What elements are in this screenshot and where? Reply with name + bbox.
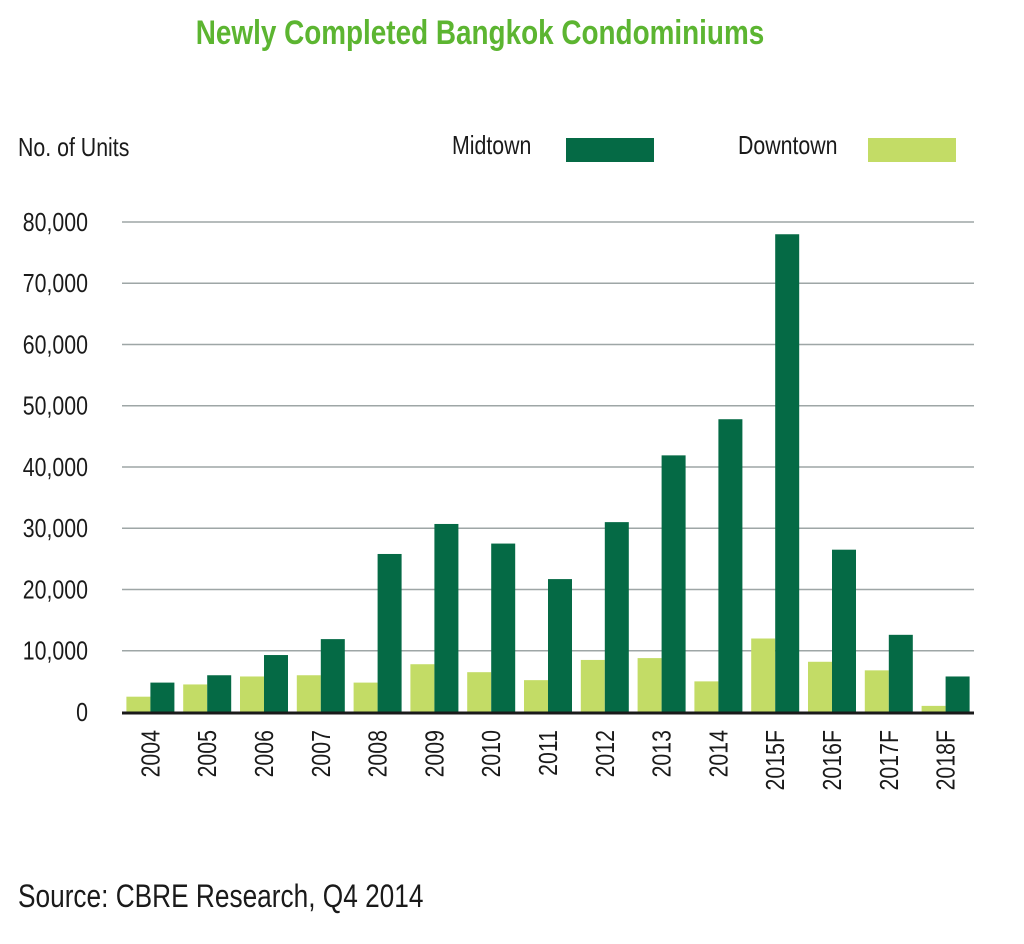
bar-midtown-2014 [718,419,743,712]
legend-label-midtown: Midtown [452,130,532,160]
bar-midtown-2008 [377,553,402,712]
y-tick-labels: 0 10,000 20,000 30,000 40,000 50,000 60,000 70,… [23,208,88,728]
x-tick-label: 2012 [591,730,621,777]
y-tick-label: 50,000 [23,392,88,422]
bar-downtown-2006 [240,676,264,712]
gridlines [122,221,974,652]
x-tick-label: 2006 [250,730,280,777]
y-tick-label: 30,000 [23,514,88,544]
x-tick-label: 2015F [761,730,791,790]
y-tick-label: 70,000 [23,269,88,299]
y-axis-label: No. of Units [18,132,130,162]
x-tick-label: 2018F [932,730,962,790]
bar-downtown-2017F [864,670,889,712]
bar-downtown-2018F [921,705,946,712]
bar-downtown-2004 [126,696,151,712]
bar-downtown-2007 [296,675,321,712]
x-tick-label: 2004 [136,730,166,777]
x-tick-label: 2016F [818,730,848,790]
bar-downtown-2012 [580,659,605,712]
x-tick-label: 2008 [364,730,394,777]
bar-downtown-2016F [808,661,832,712]
bar-downtown-2011 [524,680,548,712]
y-tick-label: 80,000 [23,208,88,238]
y-tick-label: 0 [76,698,88,728]
y-tick-label: 20,000 [23,576,88,606]
legend-swatch-midtown [566,138,654,162]
x-tick-labels: 2004 2005 2006 2007 2008 2009 2010 2011 2012 2013… [136,730,961,790]
bar-midtown-2018F [945,676,970,712]
legend-swatch-downtown [868,138,956,162]
bar-downtown-2014 [694,681,719,712]
bar-midtown-2017F [888,634,913,712]
bar-midtown-2009 [434,523,459,712]
bar-midtown-2007 [320,639,345,712]
source-note: Source: CBRE Research, Q4 2014 [18,878,424,914]
bar-downtown-2015F [751,638,776,712]
bar-downtown-2010 [467,672,492,712]
x-tick-label: 2011 [534,730,564,776]
bar-downtown-2013 [637,658,662,712]
bar-downtown-2009 [410,664,435,712]
bar-midtown-2016F [832,549,856,712]
bar-midtown-2004 [150,682,175,712]
bar-midtown-2005 [207,675,232,712]
bar-downtown-2005 [183,684,208,712]
x-tick-label: 2005 [193,730,223,777]
x-tick-label: 2009 [420,730,450,777]
x-tick-label: 2013 [648,730,678,777]
bar-midtown-2010 [491,543,516,712]
legend-label-downtown: Downtown [738,130,838,160]
x-tick-label: 2014 [704,730,734,777]
bar-midtown-2012 [604,522,629,712]
bar-midtown-2006 [264,655,288,712]
x-tick-label: 2017F [875,730,905,790]
bar-downtown-2008 [353,682,378,712]
x-tick-label: 2007 [307,730,337,777]
y-tick-label: 40,000 [23,453,88,483]
y-tick-label: 10,000 [23,637,88,667]
bars [126,234,970,712]
x-tick-label: 2010 [477,730,507,777]
bar-midtown-2011 [548,579,572,712]
bar-midtown-2015F [775,234,800,712]
bar-midtown-2013 [661,455,686,712]
y-tick-label: 60,000 [23,331,88,361]
chart-title: Newly Completed Bangkok Condominiums [195,14,765,52]
